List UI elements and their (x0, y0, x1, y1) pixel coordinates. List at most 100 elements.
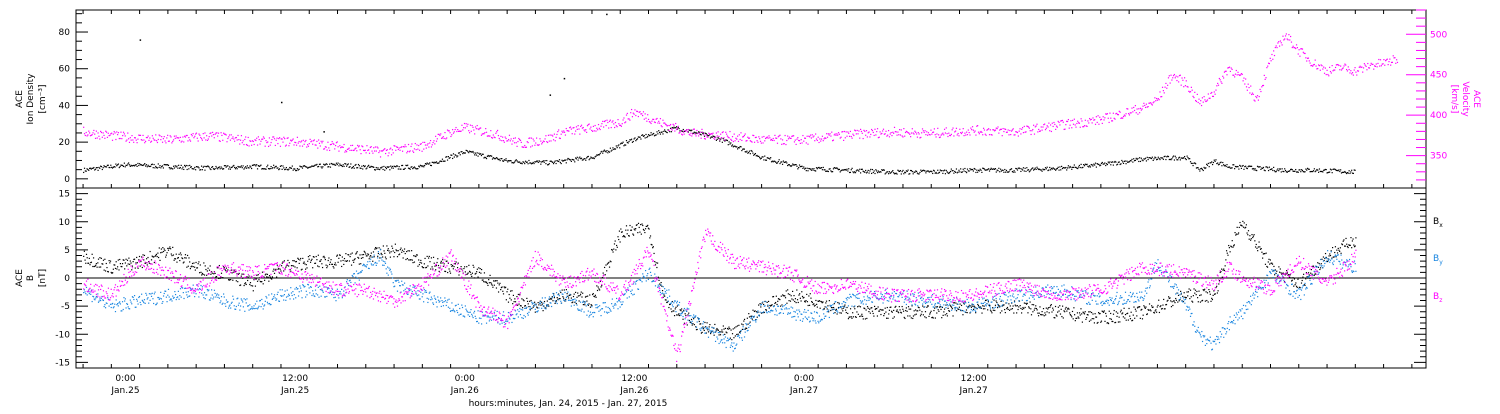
data-point (640, 138, 641, 139)
data-point (1130, 318, 1131, 319)
data-point (425, 144, 426, 145)
data-point (1087, 314, 1088, 315)
data-point (132, 139, 133, 140)
data-point (308, 256, 309, 257)
data-point (1193, 288, 1194, 289)
data-point (1003, 304, 1004, 305)
data-point (1250, 240, 1251, 241)
data-point (1295, 169, 1296, 170)
data-point (1169, 75, 1170, 76)
data-point (210, 132, 211, 133)
data-point (474, 277, 475, 278)
data-point (86, 171, 87, 172)
data-point (1006, 170, 1007, 171)
data-point (363, 165, 364, 166)
data-point (597, 290, 598, 291)
data-point (285, 169, 286, 170)
data-point (533, 139, 534, 140)
data-point (159, 167, 160, 168)
data-point (892, 318, 893, 319)
data-point (1032, 129, 1033, 130)
data-point (722, 142, 723, 143)
data-point (1272, 59, 1273, 60)
data-point (991, 168, 992, 169)
data-point (184, 165, 185, 166)
outlier-point (323, 131, 325, 133)
data-point (555, 137, 556, 138)
data-point (1019, 168, 1020, 169)
data-point (1170, 82, 1171, 83)
data-point (497, 130, 498, 131)
data-point (1248, 87, 1249, 88)
data-point (1187, 295, 1188, 296)
data-point (647, 225, 648, 226)
data-point (616, 145, 617, 146)
data-point (611, 150, 612, 151)
data-point (187, 135, 188, 136)
data-point (120, 132, 121, 133)
data-point (175, 165, 176, 166)
data-point (894, 316, 895, 317)
data-point (124, 133, 125, 134)
data-point (230, 279, 231, 280)
data-point (1314, 168, 1315, 169)
data-point (463, 268, 464, 269)
data-point (1067, 167, 1068, 168)
data-point (1299, 169, 1300, 170)
data-point (391, 251, 392, 252)
data-point (740, 146, 741, 147)
data-point (514, 301, 515, 302)
data-point (1207, 165, 1208, 166)
data-point (702, 332, 703, 333)
data-point (180, 252, 181, 253)
data-point (167, 248, 168, 249)
data-point (481, 135, 482, 136)
data-point (829, 300, 830, 301)
data-point (1351, 73, 1352, 74)
data-point (677, 305, 678, 306)
data-point (241, 274, 242, 275)
data-point (928, 132, 929, 133)
data-point (1247, 234, 1248, 235)
data-point (690, 135, 691, 136)
data-point (1267, 66, 1268, 67)
data-point (893, 310, 894, 311)
data-point (1215, 293, 1216, 294)
data-point (984, 306, 985, 307)
data-point (1116, 316, 1117, 317)
data-point (1095, 163, 1096, 164)
data-point (119, 259, 120, 260)
data-point (795, 298, 796, 299)
data-point (1198, 169, 1199, 170)
data-point (120, 166, 121, 167)
data-point (1225, 259, 1226, 260)
data-point (1162, 157, 1163, 158)
data-point (692, 324, 693, 325)
data-point (1020, 133, 1021, 134)
data-point (556, 300, 557, 301)
data-point (669, 131, 670, 132)
data-point (405, 259, 406, 260)
data-point (1314, 64, 1315, 65)
data-point (1257, 95, 1258, 96)
data-point (192, 133, 193, 134)
data-point (301, 140, 302, 141)
data-point (103, 132, 104, 133)
data-point (657, 122, 658, 123)
data-point (1046, 311, 1047, 312)
data-point (1082, 322, 1083, 323)
data-point (959, 129, 960, 130)
data-point (709, 326, 710, 327)
data-point (544, 138, 545, 139)
data-point (943, 311, 944, 312)
data-point (207, 270, 208, 271)
data-point (391, 246, 392, 247)
data-point (376, 167, 377, 168)
data-point (717, 135, 718, 136)
data-point (406, 152, 407, 153)
data-point (1036, 169, 1037, 170)
data-point (85, 135, 86, 136)
data-point (1121, 160, 1122, 161)
data-point (185, 166, 186, 167)
